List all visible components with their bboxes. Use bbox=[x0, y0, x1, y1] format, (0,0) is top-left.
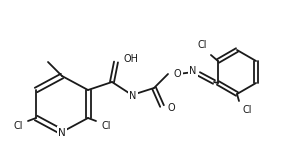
Text: Cl: Cl bbox=[242, 105, 252, 115]
Text: N: N bbox=[189, 66, 197, 76]
Text: OH: OH bbox=[123, 54, 138, 64]
Text: N: N bbox=[58, 128, 66, 138]
Text: N: N bbox=[129, 91, 137, 101]
Text: Cl: Cl bbox=[197, 40, 207, 50]
Text: Cl: Cl bbox=[101, 121, 111, 131]
Text: O: O bbox=[174, 69, 182, 79]
Text: O: O bbox=[168, 103, 176, 113]
Text: Cl: Cl bbox=[13, 121, 23, 131]
